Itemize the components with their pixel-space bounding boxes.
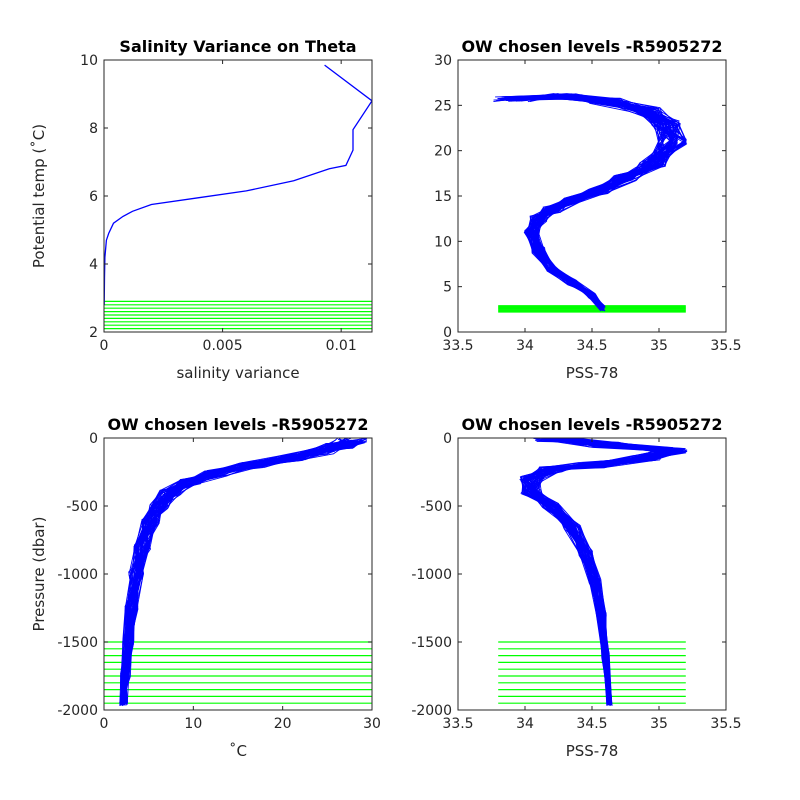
- y-tick-label: 0: [443, 325, 452, 341]
- y-tick-label: -2000: [57, 703, 98, 719]
- x-tick-label: 35: [650, 338, 668, 354]
- profile-line: [522, 439, 687, 706]
- x-tick-label: 30: [363, 716, 381, 732]
- x-tick-label: 0: [100, 716, 109, 732]
- y-tick-label: -500: [420, 499, 452, 515]
- x-tick-label: 0: [100, 338, 109, 354]
- profile-line: [523, 438, 677, 703]
- panel-3: 0 10 20 30 -2000 -1500 -1000 -500 0 OW chosen lev…: [30, 415, 381, 760]
- y-tick-label: 5: [443, 280, 452, 296]
- x-tick-label: 0.01: [326, 338, 357, 354]
- data-layer: [104, 64, 372, 330]
- panel-4: 33.5 34 34.5 35 35.5 -2000 -1500 -1000 -500 0 OW c…: [411, 415, 741, 760]
- x-tick-label: 34: [516, 716, 534, 732]
- y-tick-label: -500: [66, 499, 98, 515]
- profile-line: [521, 94, 674, 310]
- profile-line: [122, 442, 356, 705]
- x-axis-label: salinity variance: [176, 364, 299, 382]
- plot-area: [104, 438, 372, 710]
- x-tick-label: 35.5: [710, 338, 741, 354]
- y-tick-label: -1500: [57, 635, 98, 651]
- y-tick-label: -1000: [411, 567, 452, 583]
- y-tick-label: 0: [443, 431, 452, 447]
- profile-line: [527, 438, 666, 706]
- x-axis-label: ˚C: [229, 742, 247, 760]
- y-tick-label: -1000: [57, 567, 98, 583]
- x-tick-label: 20: [274, 716, 292, 732]
- x-axis-label: PSS-78: [566, 364, 619, 382]
- y-tick-label: -1500: [411, 635, 452, 651]
- y-tick-label: 2: [89, 325, 98, 341]
- profile-line: [525, 93, 664, 312]
- y-tick-label: 25: [434, 98, 452, 114]
- x-axis-label: PSS-78: [566, 742, 619, 760]
- variance-line: [104, 64, 372, 305]
- chart-title: OW chosen levels -R5905272: [461, 415, 722, 434]
- y-tick-label: 15: [434, 189, 452, 205]
- y-tick-label: 10: [434, 234, 452, 250]
- chart-title: OW chosen levels -R5905272: [107, 415, 368, 434]
- profile-line: [511, 95, 666, 311]
- profile-line: [534, 438, 673, 703]
- y-tick-label: 6: [89, 189, 98, 205]
- data-layer: [498, 438, 688, 706]
- x-tick-label: 33.5: [442, 716, 473, 732]
- chart-title: Salinity Variance on Theta: [119, 37, 356, 56]
- x-tick-label: 35: [650, 716, 668, 732]
- profile-line: [517, 96, 660, 309]
- y-tick-label: 4: [89, 257, 98, 273]
- y-axis-label: Pressure (dbar): [30, 517, 48, 632]
- x-tick-label: 34.5: [576, 716, 607, 732]
- y-tick-label: 10: [80, 53, 98, 69]
- x-tick-label: 35.5: [710, 716, 741, 732]
- profile-line: [518, 95, 680, 311]
- x-tick-label: 34.5: [576, 338, 607, 354]
- x-tick-label: 33.5: [442, 338, 473, 354]
- x-tick-label: 0.005: [203, 338, 243, 354]
- panel-2: 33.5 34 34.5 35 35.5 0 5 10 15 20 25 30 OW chosen le…: [434, 37, 741, 382]
- y-tick-label: 20: [434, 144, 452, 160]
- profile-line: [121, 442, 365, 704]
- x-tick-label: 34: [516, 338, 534, 354]
- y-tick-label: -2000: [411, 703, 452, 719]
- profile-line: [526, 438, 684, 702]
- profile-line: [123, 440, 345, 701]
- y-axis-label: Potential temp (˚C): [30, 124, 48, 268]
- profile-line: [122, 438, 368, 704]
- plot-area: [104, 60, 372, 332]
- panel-1: 0 0.005 0.01 2 4 6 8 10 Salinity Variance on The…: [30, 37, 373, 382]
- data-layer: [104, 438, 372, 706]
- y-tick-label: 0: [89, 431, 98, 447]
- data-layer: [493, 93, 688, 313]
- profile-line: [529, 440, 688, 706]
- y-tick-label: 8: [89, 121, 98, 137]
- chart-title: OW chosen levels -R5905272: [461, 37, 722, 56]
- y-tick-label: 30: [434, 53, 452, 69]
- x-tick-label: 10: [184, 716, 202, 732]
